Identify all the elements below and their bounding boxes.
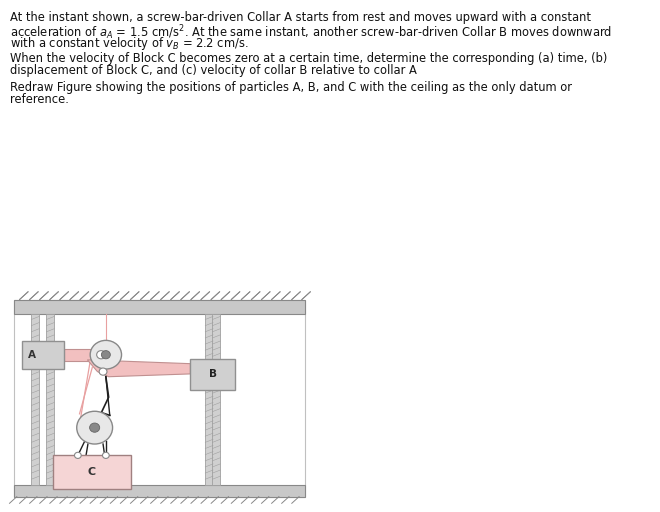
- Circle shape: [102, 351, 110, 359]
- Bar: [213, 314, 220, 485]
- Text: with a constant velocity of $v_B$ = 2.2 cm/s.: with a constant velocity of $v_B$ = 2.2 …: [10, 35, 249, 52]
- Text: displacement of Block C, and (c) velocity of collar B relative to collar A: displacement of Block C, and (c) velocit…: [10, 64, 417, 77]
- Circle shape: [90, 423, 100, 432]
- Bar: [22, 340, 64, 369]
- Bar: [14, 300, 305, 497]
- Bar: [14, 485, 305, 497]
- Text: B: B: [209, 370, 216, 379]
- Text: Redraw Figure showing the positions of particles A, B, and C with the ceiling as: Redraw Figure showing the positions of p…: [10, 81, 572, 94]
- Bar: [14, 300, 305, 314]
- Polygon shape: [64, 349, 119, 361]
- Text: A: A: [28, 350, 36, 360]
- Bar: [205, 314, 213, 485]
- Bar: [46, 314, 54, 485]
- Bar: [190, 359, 235, 390]
- Circle shape: [96, 351, 106, 359]
- Circle shape: [102, 452, 109, 458]
- Text: At the instant shown, a screw-bar-driven Collar A starts from rest and moves upw: At the instant shown, a screw-bar-driven…: [10, 11, 591, 24]
- Text: C: C: [88, 467, 96, 477]
- Circle shape: [75, 452, 81, 458]
- Text: acceleration of $a_A$ = 1.5 cm/s$^2$. At the same instant, another screw-bar-dri: acceleration of $a_A$ = 1.5 cm/s$^2$. At…: [10, 23, 612, 42]
- Circle shape: [77, 411, 113, 444]
- Text: When the velocity of Block C becomes zero at a certain time, determine the corre: When the velocity of Block C becomes zer…: [10, 52, 607, 65]
- Text: reference.: reference.: [10, 93, 69, 106]
- Bar: [32, 314, 39, 485]
- Circle shape: [90, 340, 121, 369]
- Polygon shape: [87, 360, 190, 377]
- Circle shape: [99, 368, 107, 375]
- Bar: [53, 455, 131, 488]
